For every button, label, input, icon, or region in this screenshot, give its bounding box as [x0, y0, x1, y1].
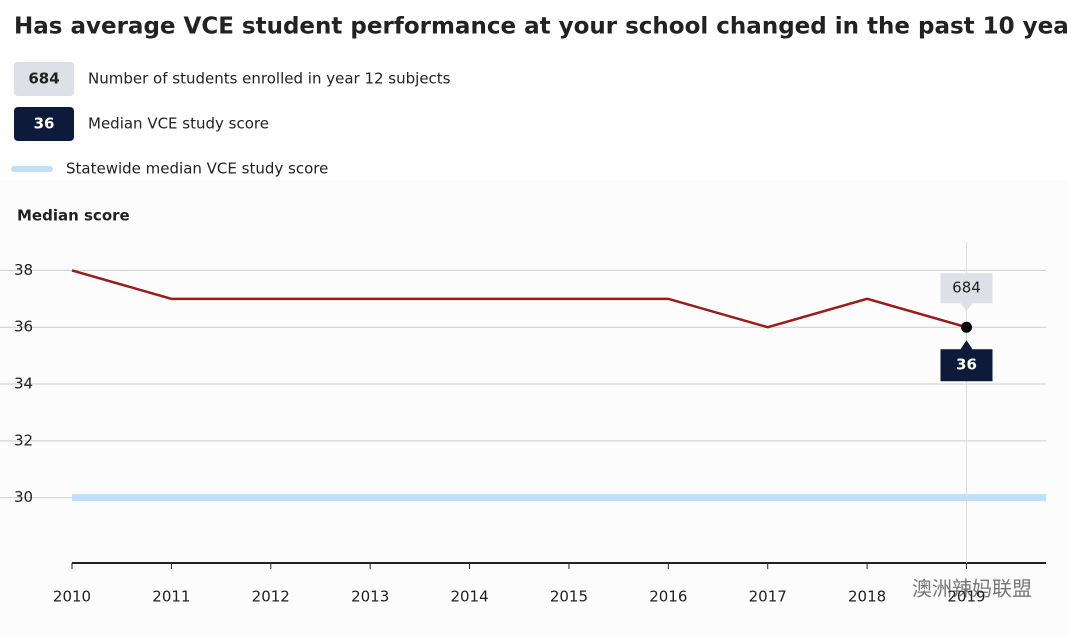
- chart-title: Has average VCE student performance at y…: [14, 14, 1068, 40]
- y-tick-label: 38: [14, 261, 33, 279]
- y-axis-title: Median score: [17, 207, 130, 225]
- y-tick-label: 30: [14, 488, 33, 506]
- tooltip-score: [940, 340, 993, 382]
- x-tick-label: 2019: [947, 588, 985, 606]
- x-tick-label: 2011: [152, 588, 190, 606]
- tooltip-score-value: 36: [956, 356, 977, 374]
- tooltip-enrolled-value: 684: [952, 279, 981, 297]
- y-tick-label: 36: [14, 318, 33, 336]
- x-tick-label: 2012: [252, 588, 290, 606]
- x-tick-label: 2017: [749, 588, 787, 606]
- legend-badge: [14, 107, 74, 141]
- plot-background: [0, 180, 1068, 636]
- highlight-point: [960, 321, 972, 333]
- x-tick-label: 2013: [351, 588, 389, 606]
- legend-label: Statewide median VCE study score: [66, 160, 328, 178]
- x-tick-label: 2010: [53, 588, 91, 606]
- legend-badge: [14, 62, 74, 96]
- legend-label: Median VCE study score: [88, 115, 269, 133]
- y-tick-label: 32: [14, 431, 33, 449]
- y-tick-label: 34: [14, 375, 33, 393]
- tooltip-enrolled: [940, 273, 993, 312]
- legend-label: Number of students enrolled in year 12 s…: [88, 70, 451, 88]
- x-tick-label: 2018: [848, 588, 886, 606]
- watermark: 澳洲辣妈联盟: [912, 577, 1032, 601]
- x-tick-label: 2015: [550, 588, 588, 606]
- legend-badge-value: 684: [28, 70, 59, 88]
- data-line: [71, 269, 967, 329]
- legend-badge-value: 36: [34, 115, 55, 133]
- x-tick-label: 2014: [450, 588, 488, 606]
- x-tick-label: 2016: [649, 588, 687, 606]
